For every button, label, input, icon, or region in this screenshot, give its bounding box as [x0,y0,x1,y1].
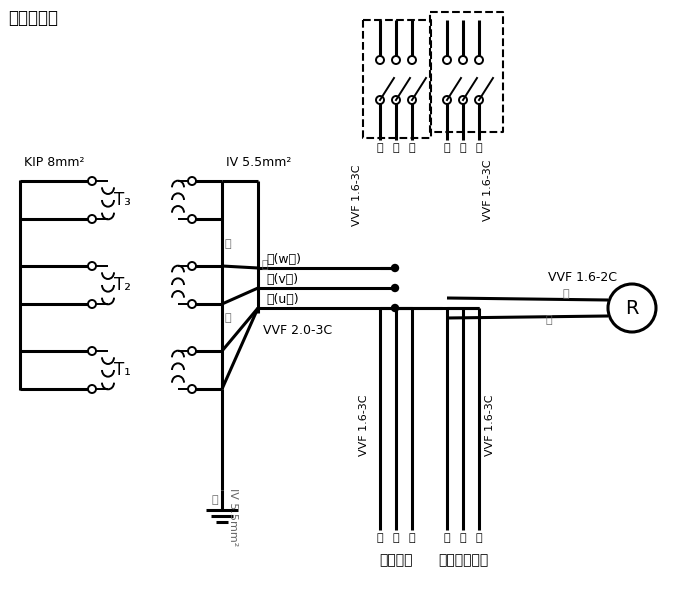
Circle shape [88,300,96,308]
Text: 赤(u相): 赤(u相) [266,293,299,306]
Circle shape [188,300,196,308]
Text: 黒: 黒 [476,143,482,153]
Text: 【複線図】: 【複線図】 [8,9,58,27]
Circle shape [391,284,398,292]
Circle shape [188,262,196,270]
Text: VVF 1.6-3C: VVF 1.6-3C [359,394,369,456]
Text: VVF 1.6-3C: VVF 1.6-3C [485,394,495,456]
Circle shape [88,262,96,270]
Text: 白: 白 [460,143,466,153]
Text: IV 5.5mm²: IV 5.5mm² [226,155,291,168]
Text: 白(v相): 白(v相) [266,273,298,286]
Text: コンデンサへ: コンデンサへ [438,553,488,567]
Text: VVF 1.6-3C: VVF 1.6-3C [352,164,362,226]
Text: 黒: 黒 [545,315,552,325]
Text: R: R [625,299,639,317]
Circle shape [391,264,398,272]
Text: VVF 2.0-3C: VVF 2.0-3C [263,323,332,336]
Text: 黒: 黒 [261,260,268,270]
Circle shape [475,56,483,64]
Circle shape [188,385,196,393]
Text: VVF 1.6-2C: VVF 1.6-2C [548,270,617,283]
Circle shape [459,96,467,104]
Text: 電動機へ: 電動機へ [379,553,413,567]
Circle shape [88,177,96,185]
Text: KIP 8mm²: KIP 8mm² [24,155,84,168]
Text: 白: 白 [393,143,400,153]
Circle shape [443,96,451,104]
Circle shape [392,96,400,104]
Text: 黒: 黒 [224,313,231,323]
Text: 黒: 黒 [409,143,415,153]
Text: 白: 白 [460,533,466,543]
Text: 黒(w相): 黒(w相) [266,253,301,266]
Text: 白: 白 [562,289,569,299]
Circle shape [608,284,656,332]
Text: IV 5.5mm²: IV 5.5mm² [228,488,238,546]
Circle shape [392,56,400,64]
Text: T₁: T₁ [114,361,130,379]
Text: T₃: T₃ [114,191,130,209]
Text: 黒: 黒 [409,533,415,543]
Circle shape [88,215,96,223]
Text: VVF 1.6-3C: VVF 1.6-3C [483,159,493,221]
Text: 黒: 黒 [224,239,231,249]
Circle shape [188,347,196,355]
Circle shape [188,215,196,223]
Circle shape [408,96,416,104]
Circle shape [391,305,398,312]
Circle shape [408,56,416,64]
Text: 黒: 黒 [476,533,482,543]
Text: 赤: 赤 [443,533,450,543]
Circle shape [88,385,96,393]
Circle shape [459,56,467,64]
Text: 緑: 緑 [212,495,218,505]
Circle shape [376,56,384,64]
Text: 赤: 赤 [443,143,450,153]
Circle shape [443,56,451,64]
Text: 白: 白 [393,533,400,543]
Circle shape [188,177,196,185]
Circle shape [376,96,384,104]
Text: 赤: 赤 [377,143,383,153]
Circle shape [88,347,96,355]
Circle shape [475,96,483,104]
Text: 赤: 赤 [377,533,383,543]
Text: T₂: T₂ [114,276,130,294]
